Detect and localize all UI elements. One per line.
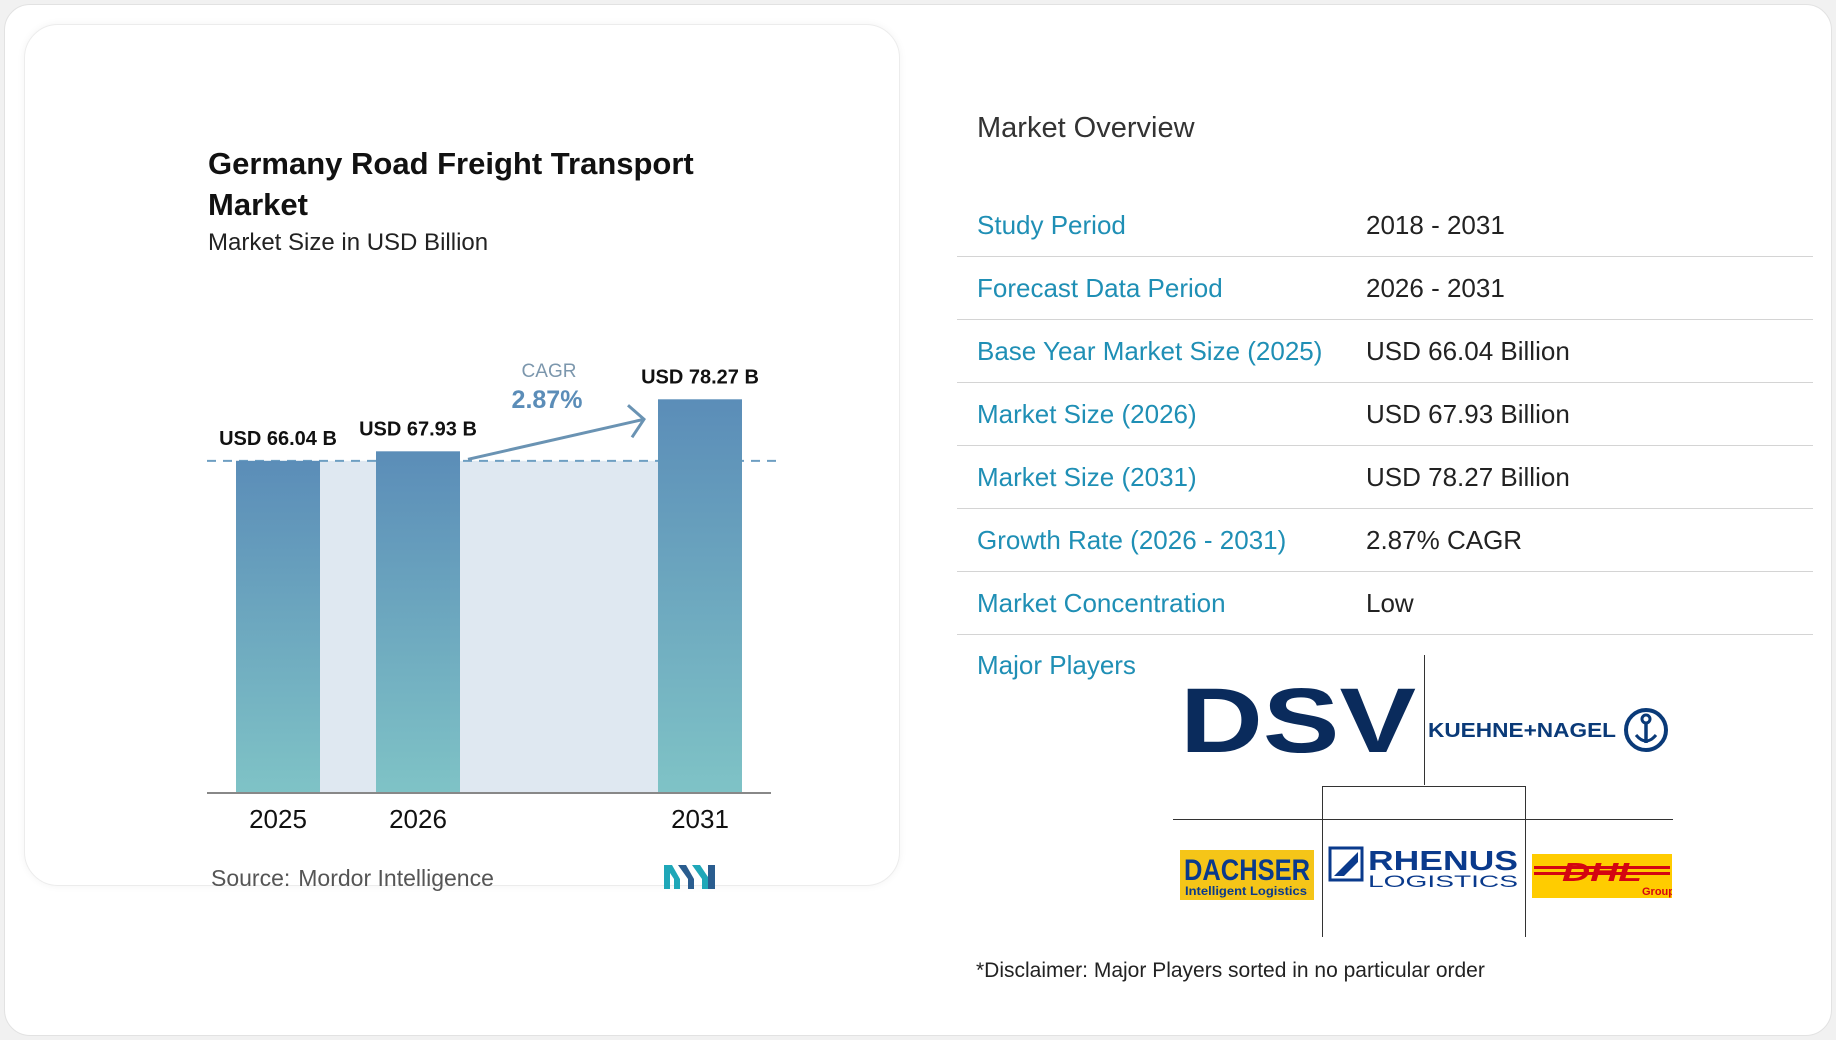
rhenus-logo-graphic: RHENUS LOGISTICS bbox=[1328, 845, 1518, 891]
source-value: Mordor Intelligence bbox=[298, 865, 494, 891]
logo-divider bbox=[1424, 655, 1425, 785]
row-value: 2.87% CAGR bbox=[1366, 525, 1523, 555]
overview-row: Growth Rate (2026 - 2031) 2.87% CAGR bbox=[957, 509, 1813, 572]
logo-divider bbox=[1322, 786, 1526, 787]
overview-row: Study Period 2018 - 2031 bbox=[957, 194, 1813, 257]
cagr-label: CAGR bbox=[522, 361, 577, 382]
bar-2025 bbox=[236, 460, 320, 793]
disclaimer: *Disclaimer: Major Players sorted in no … bbox=[976, 959, 1485, 982]
row-value: 2026 - 2031 bbox=[1366, 273, 1505, 303]
row-label: Market Concentration bbox=[977, 588, 1226, 618]
x-tick-label: 2031 bbox=[671, 804, 729, 834]
value-label: USD 78.27 B bbox=[641, 366, 759, 388]
bar-2026 bbox=[376, 451, 460, 793]
row-label: Study Period bbox=[977, 210, 1126, 240]
cagr-arrow-line bbox=[467, 417, 645, 461]
cagr-value: 2.87% bbox=[512, 386, 583, 414]
chart-title: Germany Road Freight Transport Market bbox=[208, 146, 694, 222]
row-value: 2018 - 2031 bbox=[1366, 210, 1505, 240]
bar-chart: 2025 2026 2031 USD 66.04 B USD 67.93 B USD 78… bbox=[207, 361, 777, 834]
source-note: Source: Mordor Intelligence bbox=[211, 865, 494, 892]
overview-row: Base Year Market Size (2025) USD 66.04 Bi… bbox=[957, 320, 1813, 383]
dsv-logo-text: DSV bbox=[1180, 686, 1416, 758]
row-value: USD 67.93 Billion bbox=[1366, 399, 1570, 429]
dhl-logo-subtext: Group bbox=[1642, 886, 1672, 898]
dachser-logo-graphic: DACHSER Intelligent Logistics bbox=[1184, 854, 1310, 898]
dhl-logo-graphic: DHL Group bbox=[1534, 857, 1675, 898]
overview-row: Forecast Data Period 2026 - 2031 bbox=[957, 257, 1813, 320]
major-players-label: Major Players bbox=[977, 650, 1136, 680]
value-label: USD 66.04 B bbox=[219, 428, 337, 450]
chart-card: Germany Road Freight Transport Market Ma… bbox=[24, 24, 900, 891]
row-label: Market Size (2031) bbox=[977, 462, 1197, 492]
dhl-logo: DHL Group bbox=[1532, 854, 1675, 898]
overview-row: Market Size (2026) USD 67.93 Billion bbox=[957, 383, 1813, 446]
value-label: USD 67.93 B bbox=[359, 418, 477, 440]
overview-title: Market Overview bbox=[977, 112, 1195, 144]
row-value: USD 78.27 Billion bbox=[1366, 462, 1570, 492]
overview-row: Market Concentration Low bbox=[957, 572, 1813, 635]
row-label: Market Size (2026) bbox=[977, 399, 1197, 429]
logo-divider bbox=[1322, 786, 1323, 937]
kuehne-nagel-logo: KUEHNE+NAGEL bbox=[1428, 705, 1674, 753]
dsv-logo: DSV bbox=[1180, 686, 1416, 758]
overview-row: Market Size (2031) USD 78.27 Billion bbox=[957, 446, 1813, 509]
source-label: Source: bbox=[211, 865, 291, 891]
chart-subtitle: Market Size in USD Billion bbox=[208, 229, 489, 256]
rhenus-logo: RHENUS LOGISTICS bbox=[1328, 842, 1520, 892]
rhenus-logo-subtext: LOGISTICS bbox=[1368, 872, 1518, 891]
x-tick-label: 2026 bbox=[389, 804, 447, 834]
kuehne-nagel-logo-text: KUEHNE+NAGEL bbox=[1428, 720, 1616, 742]
overview-table: Study Period 2018 - 2031 Forecast Data Pe… bbox=[957, 194, 1813, 635]
dachser-logo-subtext: Intelligent Logistics bbox=[1185, 884, 1307, 898]
logo-divider bbox=[1525, 786, 1526, 937]
kuehne-nagel-logo-graphic: KUEHNE+NAGEL bbox=[1428, 708, 1668, 752]
mordor-intelligence-logo bbox=[664, 865, 715, 889]
logo-divider bbox=[1173, 819, 1673, 820]
dachser-logo-text: DACHSER bbox=[1184, 854, 1310, 887]
rhenus-logo-text: RHENUS bbox=[1368, 845, 1518, 876]
x-tick-label: 2025 bbox=[249, 804, 307, 834]
bar-2031 bbox=[658, 399, 742, 793]
row-label: Forecast Data Period bbox=[977, 273, 1223, 303]
dachser-logo: DACHSER Intelligent Logistics bbox=[1180, 850, 1314, 900]
row-value: USD 66.04 Billion bbox=[1366, 336, 1570, 366]
row-label: Base Year Market Size (2025) bbox=[977, 336, 1323, 366]
dhl-logo-text: DHL bbox=[1562, 857, 1642, 887]
cagr-arrow-head bbox=[627, 404, 646, 439]
row-value: Low bbox=[1366, 588, 1414, 618]
row-label: Growth Rate (2026 - 2031) bbox=[977, 525, 1287, 555]
